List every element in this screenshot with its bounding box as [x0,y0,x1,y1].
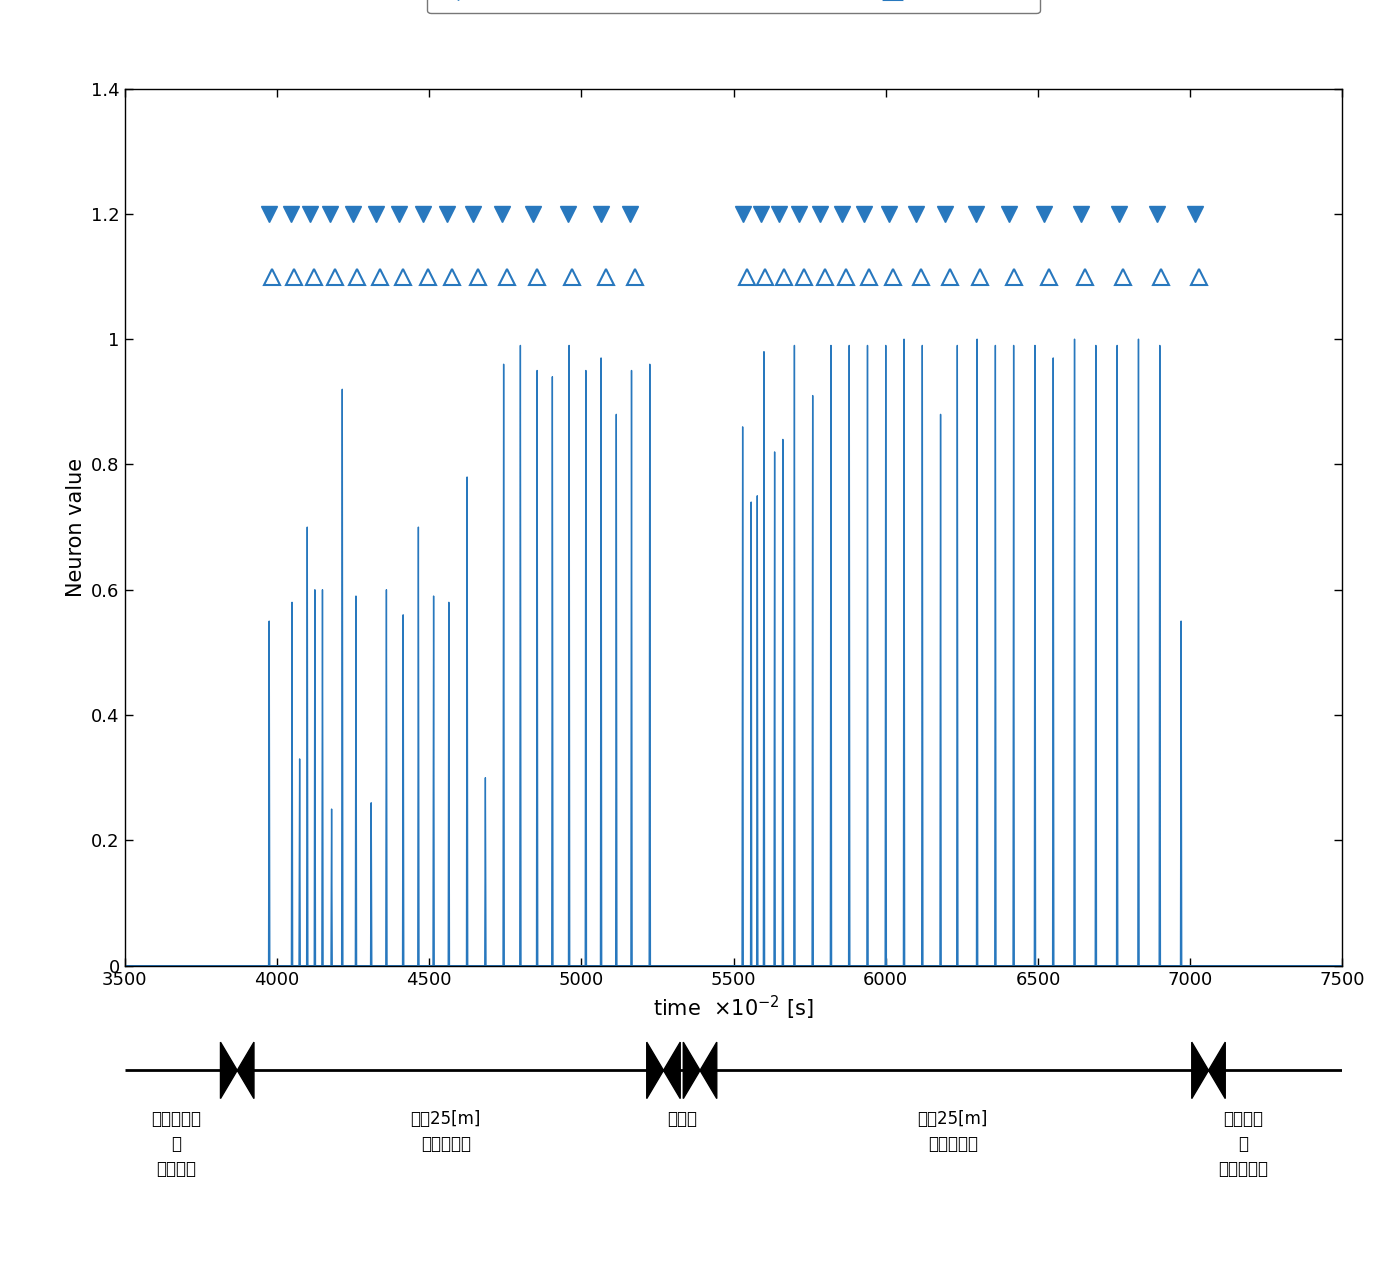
Polygon shape [237,1042,253,1098]
Polygon shape [1208,1042,1225,1098]
Text: 競技終了
～
退水・地上: 競技終了 ～ 退水・地上 [1218,1109,1269,1178]
Polygon shape [220,1042,237,1098]
Text: 前午25[m]
ストローク: 前午25[m] ストローク [411,1109,482,1152]
Polygon shape [646,1042,663,1098]
Polygon shape [684,1042,700,1098]
Y-axis label: Neuron value: Neuron value [65,458,86,597]
Legend: Ground truth, Neuron value, Estimation: Ground truth, Neuron value, Estimation [428,0,1039,14]
Text: 後午25[m]
ストローク: 後午25[m] ストローク [918,1109,988,1152]
Polygon shape [1192,1042,1208,1098]
Polygon shape [663,1042,681,1098]
X-axis label: time  $\times10^{-2}$ [s]: time $\times10^{-2}$ [s] [653,994,814,1022]
Polygon shape [700,1042,717,1098]
Text: 地上・入水
～
競技開始: 地上・入水 ～ 競技開始 [151,1109,201,1178]
Text: ターン: ターン [667,1109,696,1128]
